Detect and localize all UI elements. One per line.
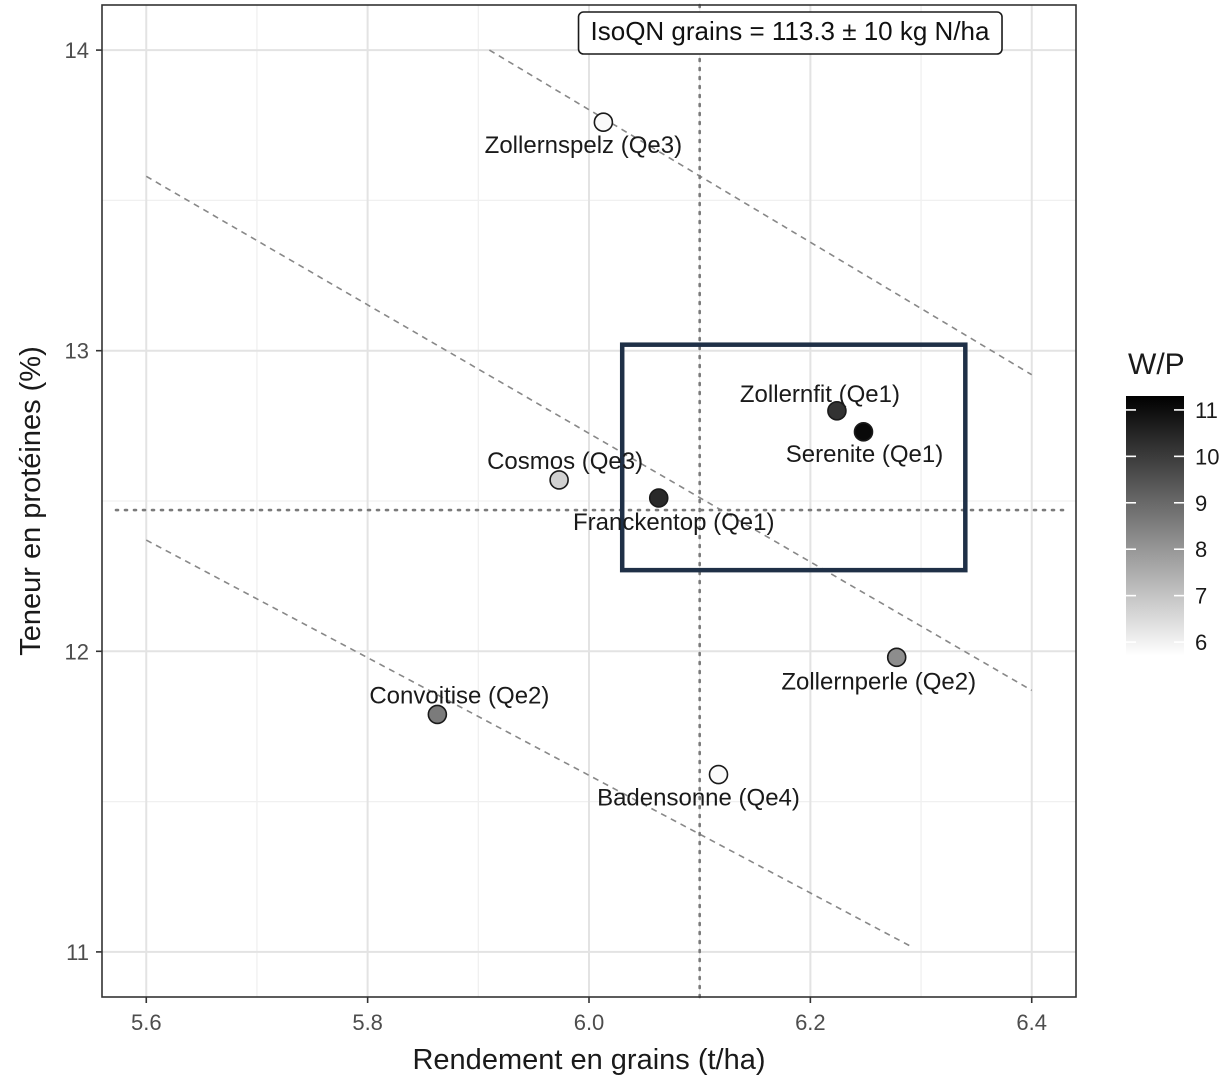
x-tick-label: 5.8 <box>352 1010 383 1035</box>
data-point-5 <box>648 488 669 508</box>
axes: 5.6 5.8 6.0 6.2 6.4 11 12 13 14 Rendement en grai… <box>15 4 1077 1076</box>
point-label: Zollernspelz (Qe3) <box>485 132 682 159</box>
legend-tick-label: 8 <box>1195 537 1207 562</box>
iso-line-1 <box>488 49 1033 376</box>
data-point-8 <box>708 764 729 785</box>
y-axis-title: Teneur en protéines (%) <box>15 346 47 656</box>
point-label: Serenite (Qe1) <box>786 441 943 468</box>
data-point-2 <box>827 401 847 421</box>
y-tick-label: 11 <box>66 940 89 965</box>
color-bar <box>1126 396 1184 656</box>
legend-tick-label: 11 <box>1195 398 1218 423</box>
legend-tick-label: 6 <box>1195 630 1207 655</box>
x-tick-label: 6.2 <box>795 1010 826 1035</box>
iso-line-3 <box>145 539 911 947</box>
annotation: IsoQN grains = 113.3 ± 10 kg N/ha <box>577 11 1003 55</box>
legend-tick-label: 7 <box>1195 584 1207 609</box>
annotation-text: IsoQN grains = 113.3 ± 10 kg N/ha <box>591 16 990 46</box>
x-axis-title: Rendement en grains (t/ha) <box>412 1044 765 1076</box>
legend-tick-label: 10 <box>1195 444 1219 469</box>
data-point-7 <box>427 704 448 725</box>
iso-line-2 <box>145 175 1033 692</box>
data-points <box>427 112 907 785</box>
point-label: Cosmos (Qe3) <box>487 448 643 475</box>
point-label: Badensonne (Qe4) <box>597 785 800 812</box>
grid <box>102 5 1076 997</box>
y-tick-label: 12 <box>65 639 89 664</box>
data-point-6 <box>886 647 907 668</box>
data-point-1 <box>593 112 614 133</box>
data-point-3 <box>853 422 874 442</box>
reference-lines <box>114 3 1070 999</box>
point-label: Zollernperle (Qe2) <box>781 668 976 695</box>
legend-title: W/P <box>1128 348 1185 381</box>
color-legend: W/P 6 7 8 9 10 11 <box>1126 348 1219 656</box>
point-labels: Zollernspelz (Qe3) Zollernfit (Qe1) Sereni… <box>369 132 976 811</box>
annotation-box <box>577 11 1003 55</box>
highlight-box <box>619 342 968 573</box>
y-tick-label: 14 <box>65 38 89 63</box>
point-label: Zollernfit (Qe1) <box>740 381 900 408</box>
y-tick-label: 13 <box>65 339 89 364</box>
x-tick-label: 6.0 <box>574 1010 605 1035</box>
x-tick-label: 5.6 <box>131 1010 162 1035</box>
data-point-4 <box>549 470 569 490</box>
point-label: Franckentop (Qe1) <box>573 509 774 536</box>
x-tick-label: 6.4 <box>1016 1010 1047 1035</box>
point-label: Convoitise (Qe2) <box>369 682 549 709</box>
legend-tick-label: 9 <box>1195 491 1207 516</box>
